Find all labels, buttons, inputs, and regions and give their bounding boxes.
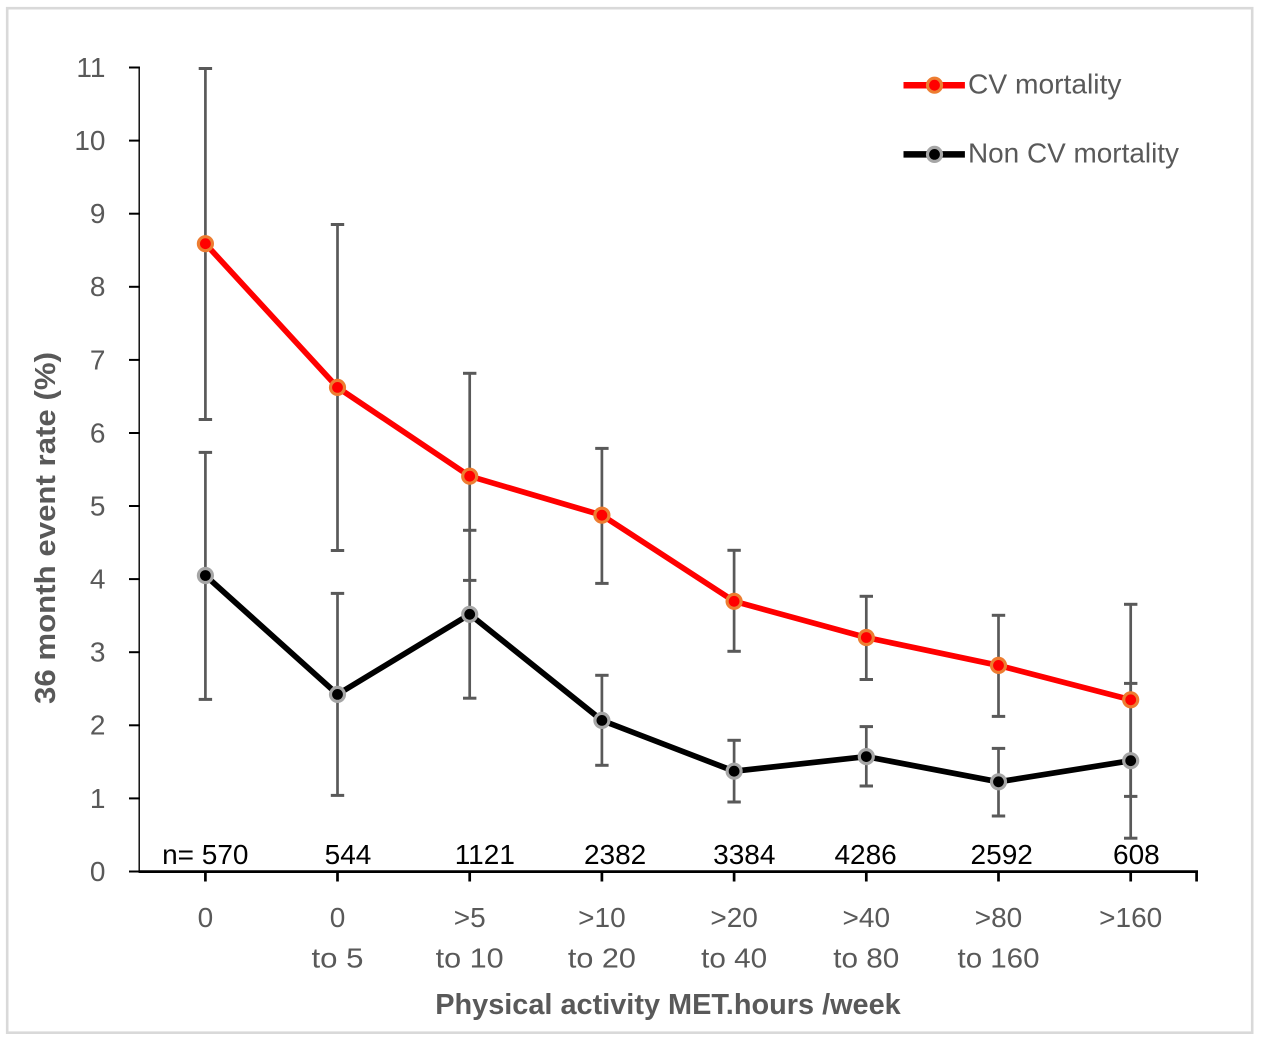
svg-text:10: 10	[74, 125, 105, 156]
svg-text:to 40: to 40	[701, 943, 767, 974]
svg-text:to 20: to 20	[568, 943, 636, 974]
svg-text:8: 8	[90, 271, 106, 302]
svg-text:to 5: to 5	[312, 943, 364, 974]
svg-text:3384: 3384	[713, 839, 775, 870]
svg-text:7: 7	[90, 344, 106, 375]
svg-text:5: 5	[90, 490, 106, 521]
svg-text:>160: >160	[1099, 902, 1162, 933]
svg-text:to 80: to 80	[833, 943, 899, 974]
svg-text:Non CV mortality: Non CV mortality	[968, 138, 1179, 169]
svg-text:1121: 1121	[455, 839, 515, 870]
svg-text:0: 0	[90, 856, 106, 887]
svg-text:9: 9	[90, 198, 106, 229]
svg-text:CV mortality: CV mortality	[968, 69, 1122, 100]
svg-text:2382: 2382	[584, 839, 646, 870]
svg-text:36 month event rate (%): 36 month event rate (%)	[30, 352, 62, 704]
svg-text:to 160: to 160	[958, 943, 1040, 974]
svg-text:n= 570: n= 570	[162, 839, 248, 870]
svg-text:2592: 2592	[971, 839, 1033, 870]
svg-text:0: 0	[330, 902, 346, 933]
svg-text:>10: >10	[578, 902, 626, 933]
svg-text:4: 4	[90, 564, 106, 595]
svg-text:>40: >40	[843, 902, 891, 933]
svg-text:to 10: to 10	[436, 943, 504, 974]
svg-text:6: 6	[90, 417, 106, 448]
svg-text:>20: >20	[710, 902, 758, 933]
svg-text:1: 1	[90, 783, 106, 814]
svg-text:Physical activity MET.hours /w: Physical activity MET.hours /week	[435, 989, 901, 1021]
svg-text:3: 3	[90, 637, 106, 668]
svg-text:>5: >5	[454, 902, 486, 933]
svg-text:4286: 4286	[834, 839, 896, 870]
svg-text:>80: >80	[975, 902, 1023, 933]
svg-text:0: 0	[198, 902, 214, 933]
svg-text:11: 11	[76, 52, 105, 83]
svg-text:2: 2	[90, 710, 106, 741]
svg-text:608: 608	[1113, 839, 1160, 870]
svg-text:544: 544	[325, 839, 372, 870]
